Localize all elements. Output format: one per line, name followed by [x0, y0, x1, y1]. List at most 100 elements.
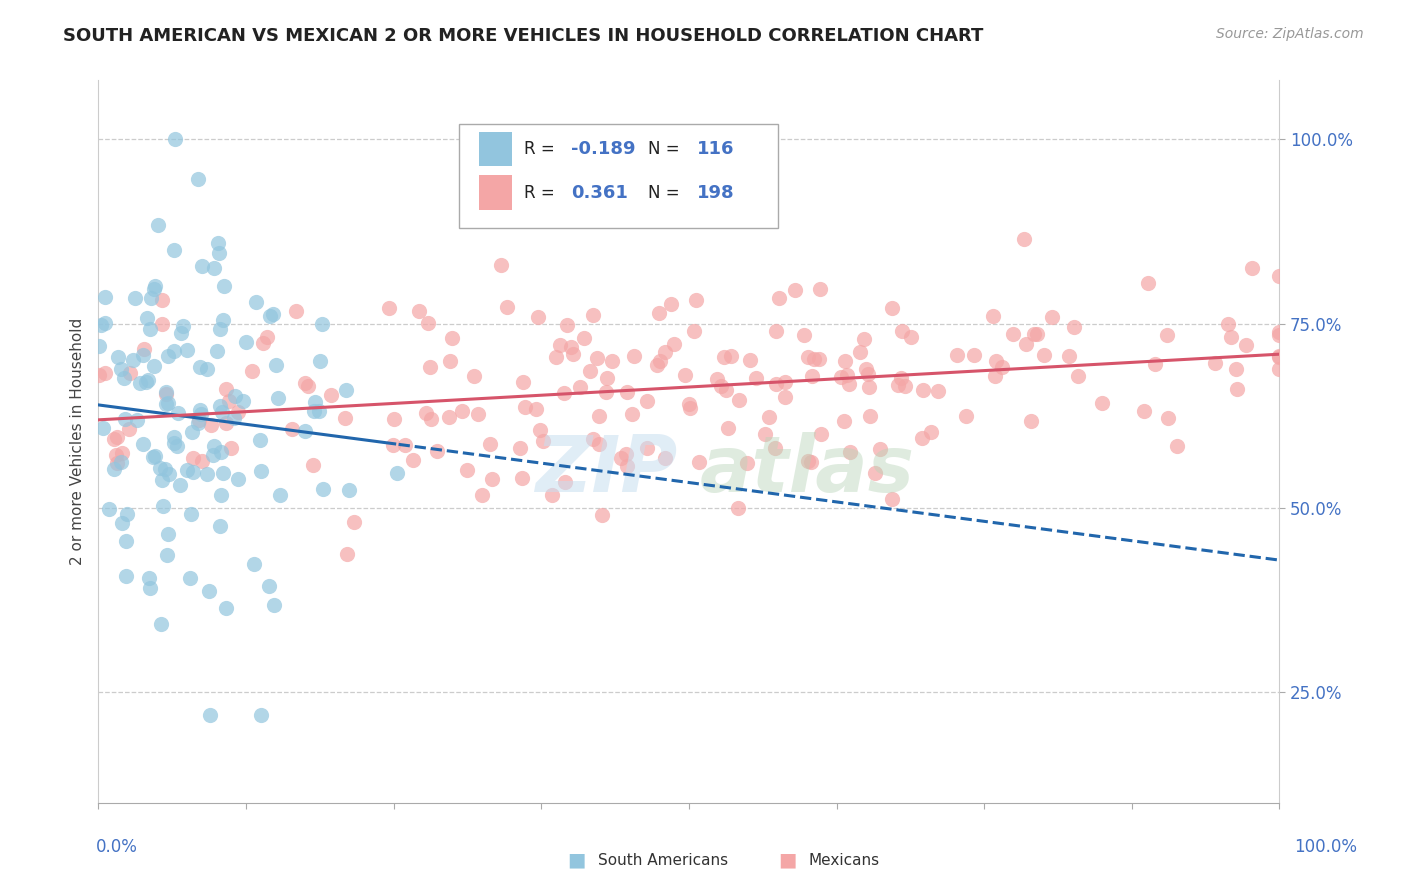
- Point: [163, 243, 186, 257]
- Point: [758, 409, 780, 424]
- Point: [138, 582, 160, 596]
- Point: [855, 361, 877, 376]
- Point: [659, 297, 682, 311]
- Point: [385, 467, 408, 481]
- Point: [920, 425, 942, 440]
- Point: [496, 300, 519, 314]
- Point: [262, 307, 284, 321]
- Point: [226, 472, 249, 486]
- Point: [616, 446, 638, 460]
- Point: [1241, 261, 1264, 276]
- Point: [183, 465, 205, 479]
- Point: [402, 453, 425, 467]
- Point: [180, 425, 202, 439]
- Point: [87, 368, 110, 382]
- Point: [579, 363, 602, 377]
- Point: [155, 397, 177, 411]
- Point: [832, 414, 855, 428]
- Point: [546, 351, 568, 365]
- Point: [981, 310, 1004, 324]
- Point: [1268, 349, 1291, 363]
- Point: [143, 282, 166, 296]
- Point: [381, 438, 404, 452]
- Point: [212, 278, 235, 293]
- Point: [336, 548, 359, 562]
- Point: [150, 617, 173, 632]
- Point: [218, 394, 240, 409]
- Point: [378, 301, 401, 315]
- Point: [451, 403, 474, 417]
- Point: [740, 353, 762, 368]
- Point: [335, 410, 357, 425]
- Point: [143, 450, 166, 464]
- Point: [678, 401, 700, 415]
- Point: [190, 360, 212, 375]
- Point: [209, 445, 232, 459]
- Point: [1091, 396, 1114, 410]
- Point: [706, 372, 728, 386]
- Point: [187, 171, 209, 186]
- Point: [886, 377, 908, 392]
- Text: -0.189: -0.189: [571, 140, 636, 158]
- Point: [208, 246, 231, 260]
- Point: [678, 396, 700, 410]
- Point: [783, 283, 806, 297]
- Point: [1166, 439, 1188, 453]
- Point: [179, 571, 201, 585]
- Point: [104, 448, 127, 462]
- Point: [209, 488, 232, 502]
- Point: [765, 324, 787, 338]
- Point: [869, 442, 891, 456]
- Point: [135, 375, 157, 389]
- Point: [150, 473, 173, 487]
- Point: [623, 349, 645, 363]
- Point: [927, 384, 949, 398]
- Point: [610, 451, 633, 466]
- Point: [1156, 328, 1178, 343]
- Point: [394, 438, 416, 452]
- Point: [645, 358, 668, 372]
- Point: [1032, 348, 1054, 362]
- Point: [408, 304, 430, 318]
- Point: [513, 401, 536, 415]
- Point: [713, 351, 735, 365]
- Point: [153, 462, 176, 476]
- Point: [946, 348, 969, 362]
- Point: [249, 433, 271, 447]
- Point: [335, 383, 357, 397]
- Point: [986, 353, 1008, 368]
- Point: [471, 488, 494, 502]
- Point: [893, 379, 915, 393]
- Point: [267, 391, 290, 405]
- Point: [204, 439, 226, 453]
- Point: [562, 347, 585, 361]
- Bar: [478, 132, 512, 166]
- Point: [128, 376, 150, 390]
- Point: [312, 483, 335, 497]
- Point: [263, 598, 285, 612]
- Point: [1268, 327, 1291, 342]
- Point: [728, 392, 751, 407]
- Point: [252, 335, 274, 350]
- Point: [250, 464, 273, 478]
- Point: [848, 345, 870, 359]
- Point: [195, 362, 218, 376]
- Point: [111, 446, 134, 460]
- Point: [568, 380, 591, 394]
- Text: N =: N =: [648, 140, 679, 158]
- Text: R =: R =: [523, 140, 554, 158]
- Point: [688, 455, 710, 469]
- Point: [146, 219, 169, 233]
- Point: [162, 343, 184, 358]
- Point: [103, 462, 125, 476]
- Point: [710, 379, 733, 393]
- Point: [768, 291, 790, 305]
- Point: [105, 456, 128, 470]
- Point: [1002, 327, 1025, 342]
- Point: [441, 331, 464, 345]
- Point: [132, 348, 155, 362]
- Point: [858, 380, 880, 394]
- Point: [880, 491, 903, 506]
- Point: [830, 370, 852, 384]
- Point: [807, 352, 830, 367]
